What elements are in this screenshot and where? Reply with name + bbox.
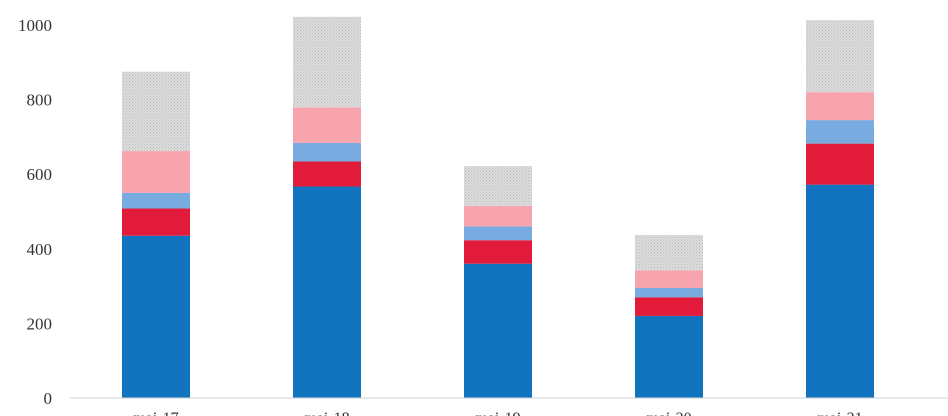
bar-segment-series-1 bbox=[806, 184, 874, 398]
bar-segment-series-5 bbox=[122, 71, 190, 152]
bar-segment-series-4 bbox=[635, 270, 703, 288]
x-tick-label: mai-21 bbox=[817, 410, 862, 416]
x-tick-label: mai-19 bbox=[475, 410, 520, 416]
bar-stack-mai-21 bbox=[806, 20, 874, 398]
bar-segment-series-4 bbox=[806, 92, 874, 121]
bar-segment-series-1 bbox=[464, 263, 532, 398]
bar-segment-series-5 bbox=[464, 165, 532, 206]
bar-segment-series-2 bbox=[635, 297, 703, 316]
bar-segment-series-3 bbox=[293, 142, 361, 162]
bar-segment-series-5 bbox=[806, 20, 874, 93]
x-tick-label: mai-18 bbox=[304, 410, 349, 416]
bar-stack-mai-19 bbox=[464, 165, 532, 398]
x-tick-label: mai-20 bbox=[646, 410, 691, 416]
bar-segment-series-5 bbox=[293, 16, 361, 108]
bars bbox=[122, 16, 874, 398]
bar-segment-series-3 bbox=[635, 287, 703, 298]
bar-segment-series-3 bbox=[464, 226, 532, 241]
bar-stack-mai-17 bbox=[122, 71, 190, 398]
y-tick-label: 800 bbox=[27, 91, 53, 110]
bar-stack-mai-20 bbox=[635, 234, 703, 398]
bar-segment-series-1 bbox=[635, 315, 703, 398]
bar-segment-series-1 bbox=[293, 186, 361, 398]
bar-segment-series-2 bbox=[122, 208, 190, 236]
y-tick-label: 600 bbox=[27, 165, 53, 184]
bar-segment-series-3 bbox=[122, 192, 190, 209]
bar-segment-series-4 bbox=[122, 151, 190, 193]
y-tick-label: 200 bbox=[27, 314, 53, 333]
x-tick-label: mai-17 bbox=[133, 410, 178, 416]
bar-segment-series-3 bbox=[806, 120, 874, 144]
y-tick-label: 0 bbox=[44, 389, 53, 408]
bar-segment-series-2 bbox=[293, 161, 361, 187]
y-tick-label: 1000 bbox=[18, 16, 52, 35]
bar-segment-series-4 bbox=[293, 107, 361, 143]
y-axis: 0 200 400 600 800 1000 bbox=[18, 16, 52, 408]
x-axis: mai-17 mai-18 mai-19 mai-20 mai-21 bbox=[133, 410, 862, 416]
bar-segment-series-2 bbox=[464, 240, 532, 264]
bar-segment-series-2 bbox=[806, 143, 874, 185]
bar-segment-series-4 bbox=[464, 205, 532, 227]
bar-stack-mai-18 bbox=[293, 16, 361, 398]
bar-segment-series-5 bbox=[635, 234, 703, 271]
bar-segment-series-1 bbox=[122, 235, 190, 398]
y-tick-label: 400 bbox=[27, 240, 53, 259]
